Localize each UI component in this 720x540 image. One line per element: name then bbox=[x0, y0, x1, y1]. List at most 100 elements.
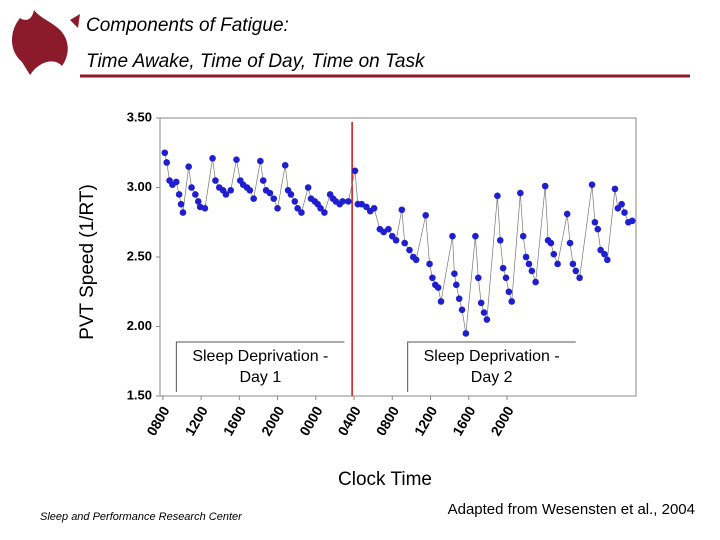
logo bbox=[12, 10, 80, 75]
point bbox=[179, 209, 187, 216]
annotation: Sleep Deprivation - bbox=[192, 348, 328, 365]
point bbox=[588, 181, 596, 189]
point bbox=[266, 189, 274, 197]
point bbox=[621, 209, 628, 216]
point bbox=[212, 177, 219, 184]
point bbox=[458, 306, 466, 314]
point bbox=[351, 167, 359, 175]
point bbox=[201, 205, 209, 212]
annotation: Sleep Deprivation - bbox=[424, 348, 560, 365]
point bbox=[594, 225, 602, 233]
point bbox=[597, 246, 604, 254]
point bbox=[472, 232, 479, 240]
point bbox=[259, 177, 267, 184]
point bbox=[426, 260, 433, 268]
title: Time Awake, Time of Day, Time on Task bbox=[86, 51, 426, 72]
point bbox=[499, 264, 507, 272]
point bbox=[412, 256, 420, 264]
y-tick-label: 2.00 bbox=[127, 318, 152, 333]
point bbox=[563, 210, 571, 218]
annotation: Day 1 bbox=[239, 369, 281, 386]
point bbox=[385, 225, 392, 233]
point bbox=[363, 203, 370, 211]
point bbox=[502, 274, 510, 282]
point bbox=[406, 246, 413, 254]
x-tick-label: 1200 bbox=[181, 403, 211, 438]
point bbox=[505, 288, 513, 296]
point bbox=[172, 178, 180, 186]
point bbox=[528, 267, 536, 275]
point bbox=[294, 205, 301, 212]
point bbox=[287, 191, 295, 198]
point bbox=[163, 159, 170, 166]
point bbox=[270, 195, 278, 202]
title: Components of Fatigue: bbox=[86, 15, 289, 36]
point bbox=[398, 206, 406, 214]
point bbox=[257, 157, 264, 165]
point bbox=[274, 205, 281, 212]
point bbox=[508, 298, 516, 305]
point bbox=[522, 253, 530, 261]
point bbox=[380, 228, 387, 236]
x-tick-label: 1600 bbox=[220, 403, 250, 438]
point bbox=[572, 267, 580, 275]
point bbox=[222, 191, 230, 198]
point bbox=[388, 232, 396, 240]
point bbox=[246, 186, 254, 194]
point bbox=[550, 250, 558, 258]
x-tick-label: 0800 bbox=[373, 403, 403, 438]
point bbox=[233, 156, 240, 163]
y-tick-label: 1.50 bbox=[127, 387, 152, 402]
point bbox=[474, 274, 482, 282]
point bbox=[455, 295, 463, 303]
footer-left: Sleep and Performance Research Center bbox=[40, 511, 243, 523]
point bbox=[462, 330, 470, 337]
annotation-box bbox=[407, 341, 576, 392]
point bbox=[519, 232, 527, 240]
point bbox=[618, 200, 625, 208]
point bbox=[209, 155, 216, 162]
point bbox=[185, 163, 192, 170]
point bbox=[429, 274, 436, 282]
point bbox=[291, 198, 299, 205]
point bbox=[434, 284, 442, 291]
point bbox=[525, 260, 533, 268]
point bbox=[370, 205, 378, 212]
point bbox=[161, 149, 169, 157]
point bbox=[517, 189, 524, 197]
point bbox=[628, 217, 636, 225]
point bbox=[541, 182, 549, 190]
y-tick-label: 3.50 bbox=[127, 109, 152, 124]
y-tick-label: 3.00 bbox=[127, 179, 152, 194]
x-axis-label: Clock Time bbox=[338, 469, 432, 490]
x-tick-label: 0400 bbox=[334, 403, 364, 438]
point bbox=[614, 205, 622, 212]
point bbox=[281, 161, 289, 169]
point bbox=[437, 298, 445, 305]
point bbox=[175, 191, 183, 198]
point bbox=[532, 278, 539, 286]
point bbox=[304, 184, 312, 191]
point bbox=[480, 309, 488, 316]
point bbox=[494, 192, 501, 200]
annotation: Day 2 bbox=[471, 369, 513, 386]
annotation-box bbox=[175, 341, 345, 392]
point bbox=[601, 250, 608, 258]
point bbox=[569, 260, 577, 268]
point bbox=[298, 209, 305, 216]
x-tick-label: 0800 bbox=[143, 403, 173, 438]
point bbox=[449, 232, 456, 240]
point bbox=[401, 239, 408, 247]
x-tick-label: 0000 bbox=[296, 403, 326, 438]
y-tick-label: 2.50 bbox=[127, 248, 152, 263]
point bbox=[496, 237, 504, 244]
footer-right: Adapted from Wesensten et al., 2004 bbox=[448, 501, 695, 518]
point bbox=[358, 200, 365, 208]
point bbox=[194, 198, 202, 205]
x-tick-label: 2000 bbox=[258, 403, 288, 438]
point bbox=[188, 184, 195, 191]
point bbox=[451, 270, 458, 277]
point bbox=[483, 316, 491, 323]
point bbox=[392, 237, 400, 244]
